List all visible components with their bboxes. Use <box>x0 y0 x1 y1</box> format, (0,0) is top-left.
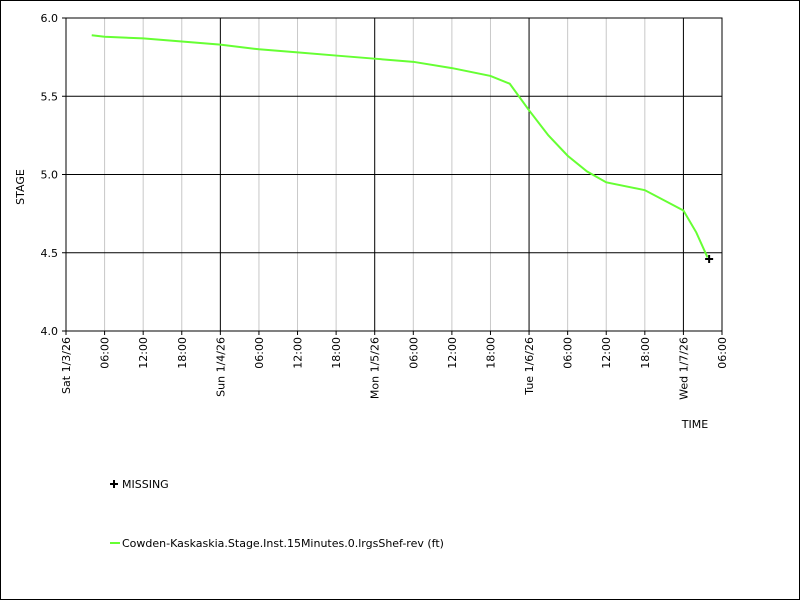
x-tick-label: Mon 1/5/26 <box>369 337 382 399</box>
y-axis-label: STAGE <box>14 169 27 205</box>
missing-marker <box>705 255 714 264</box>
legend-label: Cowden-Kaskaskia.Stage.Inst.15Minutes.0.… <box>122 537 444 550</box>
x-tick-label: Sun 1/4/26 <box>214 337 227 397</box>
y-tick-label: 6.0 <box>41 12 59 25</box>
x-tick-label: 12:00 <box>600 337 613 369</box>
x-tick-label: 12:00 <box>137 337 150 369</box>
x-tick-label: Wed 1/7/26 <box>677 337 690 400</box>
legend-label: MISSING <box>122 478 169 491</box>
x-axis-label: TIME <box>681 418 708 431</box>
x-tick-label: 06:00 <box>99 337 112 369</box>
x-tick-label: 12:00 <box>292 337 305 369</box>
y-tick-label: 4.5 <box>41 247 59 260</box>
plot-border <box>65 17 723 332</box>
x-tick-label: 06:00 <box>716 337 729 369</box>
x-tick-label: Tue 1/6/26 <box>523 337 536 396</box>
x-tick-label: 12:00 <box>446 337 459 369</box>
x-tick-label: 06:00 <box>562 337 575 369</box>
x-tick-label: 18:00 <box>330 337 343 369</box>
y-tick-label: 4.0 <box>41 325 59 338</box>
x-tick-label: 18:00 <box>639 337 652 369</box>
legend-swatch <box>110 480 118 488</box>
x-tick-label: 18:00 <box>484 337 497 369</box>
x-tick-label: 18:00 <box>176 337 189 369</box>
y-tick-label: 5.0 <box>41 169 59 182</box>
x-tick-label: 06:00 <box>253 337 266 369</box>
x-tick-label: Sat 1/3/26 <box>60 337 73 394</box>
x-tick-label: 06:00 <box>407 337 420 369</box>
y-tick-label: 5.5 <box>41 90 59 103</box>
data-line <box>91 34 709 258</box>
